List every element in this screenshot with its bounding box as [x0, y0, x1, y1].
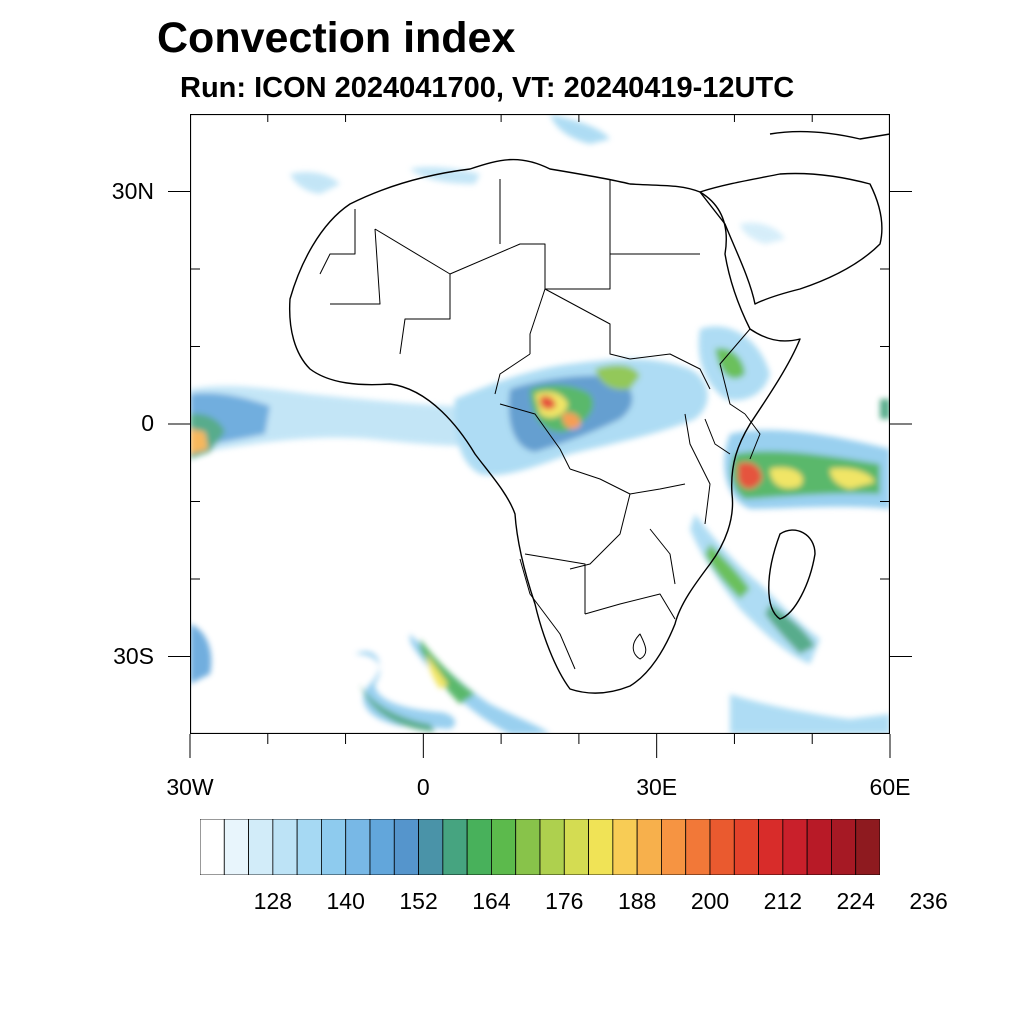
- colorbar-label: 224: [836, 888, 875, 914]
- colorbar-swatch: [466, 819, 492, 875]
- map-panel: [190, 114, 890, 734]
- colorbar-swatch: [709, 819, 735, 875]
- map-subtitle: Run: ICON 2024041700, VT: 20240419-12UTC: [180, 72, 795, 104]
- colorbar-label: 236: [909, 888, 948, 914]
- colorbar-swatch: [588, 819, 614, 875]
- colorbar-swatch: [321, 819, 347, 875]
- colorbar-swatch: [418, 819, 444, 875]
- lon-label: 30E: [636, 774, 678, 800]
- colorbar-swatch: [369, 819, 395, 875]
- colorbar-swatch: [442, 819, 468, 875]
- map-border: [190, 114, 890, 734]
- colorbar-swatch: [831, 819, 857, 875]
- colorbar-swatch: [806, 819, 832, 875]
- colorbar: [200, 819, 880, 875]
- map-title: Convection index: [157, 14, 516, 62]
- colorbar-swatch: [758, 819, 784, 875]
- colorbar-swatch: [636, 819, 662, 875]
- lon-label: 60E: [869, 774, 911, 800]
- lat-label: 30N: [111, 177, 154, 204]
- colorbar-swatch: [733, 819, 759, 875]
- colorbar-swatch: [272, 819, 298, 875]
- colorbar-label: 188: [617, 888, 657, 914]
- lon-label: 30W: [166, 774, 214, 800]
- colorbar-swatch: [296, 819, 322, 875]
- colorbar-label: 176: [545, 888, 584, 914]
- lat-label: 30S: [113, 642, 154, 669]
- colorbar-swatch: [855, 819, 880, 875]
- convection-field: [190, 114, 890, 734]
- colorbar-label: 128: [253, 888, 293, 914]
- colorbar-label: 200: [690, 888, 730, 914]
- colorbar-label: 140: [326, 888, 365, 914]
- colorbar-swatch: [248, 819, 274, 875]
- colorbar-swatch: [223, 819, 249, 875]
- country-borders: [319, 179, 761, 670]
- colorbar-label: 164: [472, 888, 511, 914]
- colorbar-swatch: [563, 819, 589, 875]
- convection-map: [190, 114, 890, 734]
- colorbar-swatch: [515, 819, 541, 875]
- colorbar-swatch: [782, 819, 808, 875]
- colorbar-swatch: [393, 819, 419, 875]
- coastlines: [288, 130, 890, 694]
- lat-label: 0: [141, 410, 154, 436]
- colorbar-swatch: [539, 819, 565, 875]
- lon-label: 0: [416, 774, 430, 800]
- tick-marks: [190, 114, 890, 734]
- colorbar-swatch: [685, 819, 711, 875]
- colorbar-swatch: [661, 819, 687, 875]
- colorbar-swatch: [345, 819, 371, 875]
- colorbar-swatch: [491, 819, 517, 875]
- colorbar-label: 212: [763, 888, 803, 914]
- colorbar-swatch: [200, 819, 225, 875]
- colorbar-swatch: [612, 819, 638, 875]
- colorbar-label: 152: [399, 888, 438, 914]
